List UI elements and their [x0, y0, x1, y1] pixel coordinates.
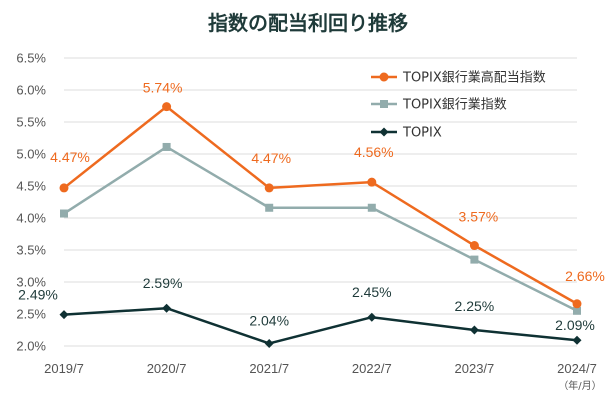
data-point [265, 203, 274, 212]
data-label: 2.66% [565, 268, 605, 284]
data-point [470, 255, 479, 264]
y-tick-label: 5.0% [16, 147, 46, 162]
data-point [162, 102, 172, 112]
data-label: 2.45% [352, 284, 392, 300]
data-point [59, 310, 69, 320]
legend: TOPIX銀行業高配当指数 TOPIX銀行業指数 TOPIX [371, 70, 546, 141]
x-tick-label: 2023/7 [455, 361, 495, 376]
data-point [162, 142, 171, 151]
y-tick-label: 6.5% [16, 51, 46, 66]
data-label: 4.47% [50, 149, 90, 165]
y-tick-label: 2.0% [16, 339, 46, 354]
series-line [63, 105, 578, 305]
series-line [63, 306, 578, 345]
y-tick-label: 4.5% [16, 179, 46, 194]
legend-item: TOPIX銀行業高配当指数 [371, 70, 546, 86]
x-tick-label: 2021/7 [249, 361, 289, 376]
legend-label: TOPIX銀行業高配当指数 [402, 70, 546, 86]
y-tick-label: 2.5% [16, 307, 46, 322]
data-point [367, 203, 376, 212]
legend-marker [380, 100, 388, 108]
series-group [59, 102, 582, 309]
data-point [162, 303, 172, 313]
data-label: 5.74% [143, 80, 183, 96]
data-label: 3.57% [459, 209, 499, 225]
data-labels: 4.47% 5.74% 4.47% 4.56% 3.57% 2.66% 2.49% 2.59%… [18, 80, 605, 334]
y-tick-label: 4.0% [16, 211, 46, 226]
legend-label: TOPIX銀行業指数 [402, 97, 507, 113]
x-tick-label: 2024/7 [557, 361, 597, 376]
legend-item: TOPIX [371, 126, 442, 141]
legend-label: TOPIX [402, 126, 442, 141]
data-label: 4.47% [251, 150, 291, 166]
x-tick-label: 2020/7 [147, 361, 187, 376]
y-tick-label: 6.0% [16, 83, 46, 98]
series-group [59, 303, 582, 348]
data-point [367, 177, 377, 187]
data-label: 2.09% [555, 317, 595, 333]
data-label: 2.59% [143, 275, 183, 291]
data-point [469, 241, 479, 251]
data-point [573, 306, 581, 315]
data-label: 2.49% [18, 287, 58, 303]
legend-item: TOPIX銀行業指数 [371, 97, 507, 113]
series-line [63, 145, 578, 312]
data-label: 2.25% [455, 298, 495, 314]
legend-marker [379, 127, 389, 137]
data-point [572, 335, 582, 345]
chart-title: 指数の配当利回り推移 [208, 11, 408, 35]
y-tick-label: 5.5% [16, 115, 46, 130]
data-label: 2.04% [249, 312, 289, 328]
data-point [264, 183, 274, 193]
data-point [367, 312, 377, 322]
data-point [572, 299, 582, 309]
x-axis-unit: （年/月） [558, 379, 601, 392]
x-tick-label: 2022/7 [352, 361, 392, 376]
data-point [60, 209, 68, 218]
data-label: 4.56% [354, 144, 394, 160]
y-tick-label: 3.0% [16, 275, 46, 290]
legend-marker [379, 72, 389, 82]
data-point [469, 325, 479, 335]
data-point [264, 338, 274, 348]
x-axis-ticks: 2019/7 2020/7 2021/7 2022/7 2023/7 2024/7 [44, 361, 597, 376]
data-point [59, 183, 69, 193]
series-group [60, 142, 581, 315]
y-tick-label: 3.5% [16, 243, 46, 258]
y-axis-ticks: 6.5% 6.0% 5.5% 5.0% 4.5% 4.0% 3.5% 3.0% 2.5% 2.0% [16, 51, 46, 354]
x-tick-label: 2019/7 [44, 361, 84, 376]
series-layer [59, 102, 582, 348]
